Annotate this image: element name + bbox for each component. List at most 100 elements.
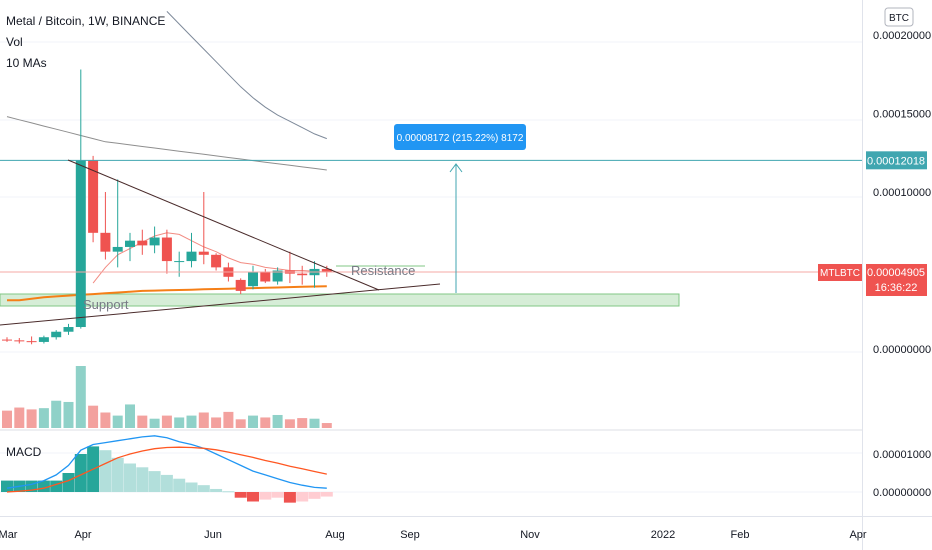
volume-bars bbox=[2, 366, 332, 428]
volume-bar bbox=[149, 418, 160, 428]
volume-bar bbox=[112, 415, 123, 428]
macd-histogram-bar bbox=[160, 474, 173, 492]
descending-trendline[interactable] bbox=[67, 159, 380, 291]
volume-bar bbox=[100, 412, 111, 428]
volume-bar bbox=[260, 417, 271, 428]
candle-body bbox=[26, 341, 37, 343]
candle-body bbox=[2, 339, 12, 341]
candle-body bbox=[88, 160, 99, 233]
volume-bar bbox=[186, 415, 197, 428]
ma-long-a-line bbox=[6, 116, 327, 171]
candle-body bbox=[297, 273, 308, 276]
time-tick-label: Mar bbox=[0, 529, 18, 541]
symbol-title[interactable]: Metal / Bitcoin, 1W, BINANCE bbox=[6, 14, 165, 28]
macd-histogram-bar bbox=[62, 473, 75, 492]
time-tick-label: Jun bbox=[204, 529, 222, 541]
volume-bar bbox=[137, 415, 148, 428]
target-price-label: 0.00012018 bbox=[867, 155, 925, 167]
current-price-tag[interactable] bbox=[866, 263, 927, 296]
candle-body bbox=[112, 246, 123, 252]
measure-arrowhead bbox=[449, 163, 463, 173]
resistance-label: Resistance bbox=[351, 263, 415, 278]
candle-body bbox=[161, 237, 172, 262]
support-zone[interactable] bbox=[0, 293, 680, 307]
time-tick-label: Feb bbox=[731, 529, 750, 541]
macd-histogram-bar bbox=[222, 491, 235, 493]
zones bbox=[0, 265, 680, 307]
drawings[interactable]: 0.00008172 (215.22%) 8172 Resistance Suppo… bbox=[0, 124, 862, 326]
macd-histogram-bar bbox=[124, 463, 136, 492]
volume-bar bbox=[272, 414, 283, 428]
candle-body bbox=[235, 279, 246, 291]
macd-histogram-bar bbox=[1, 480, 13, 492]
macd-histogram-bar bbox=[296, 492, 309, 502]
time-tick-label: Aug bbox=[325, 529, 345, 541]
vol-legend[interactable]: Vol bbox=[6, 35, 23, 49]
macd-legend[interactable]: MACD bbox=[6, 445, 42, 459]
volume-bar bbox=[284, 419, 295, 428]
ticker-tag[interactable] bbox=[818, 263, 862, 281]
ma-fast-line bbox=[92, 232, 327, 284]
measure-box[interactable] bbox=[394, 124, 526, 150]
measure-label: 0.00008172 (215.22%) 8172 bbox=[397, 133, 524, 144]
macd-histogram-bar bbox=[148, 471, 161, 492]
macd-tick-label: 0.00000000 bbox=[873, 487, 931, 499]
volume-bar bbox=[88, 405, 99, 428]
macd-histogram-bar bbox=[50, 480, 63, 492]
price-tick-label: 0.00010000 bbox=[873, 187, 931, 199]
signal-line bbox=[6, 446, 327, 493]
volume-bar bbox=[211, 417, 222, 428]
macd-histogram-bar bbox=[210, 488, 223, 492]
time-tick-label: Apr bbox=[849, 529, 866, 541]
target-price-tag[interactable] bbox=[866, 151, 927, 170]
macd-histogram-bar bbox=[25, 480, 38, 492]
volume-bar bbox=[235, 419, 246, 428]
candle-body bbox=[38, 337, 49, 342]
candle-body bbox=[137, 240, 148, 246]
support-label: Support bbox=[83, 297, 129, 312]
volume-bar bbox=[321, 423, 332, 428]
candle-body bbox=[248, 272, 258, 287]
candle-body bbox=[174, 261, 185, 263]
volume-bar bbox=[174, 417, 185, 428]
volume-bar bbox=[297, 418, 308, 428]
time-tick-label: Apr bbox=[74, 529, 91, 541]
macd-histogram-bar bbox=[37, 480, 50, 492]
volume-bar bbox=[63, 401, 74, 428]
macd-histogram-bar bbox=[320, 492, 333, 497]
candle-body bbox=[260, 272, 271, 282]
volume-bar bbox=[51, 400, 62, 428]
ma-slow-line bbox=[7, 285, 327, 302]
macd-histogram-bar bbox=[259, 492, 272, 500]
time-tick-label: Nov bbox=[520, 529, 540, 541]
macd-histogram-bar bbox=[111, 457, 124, 492]
macd-line bbox=[6, 435, 327, 489]
candle-body bbox=[125, 240, 135, 247]
candle-body bbox=[149, 237, 160, 246]
ticker-label: MTLBTC bbox=[820, 268, 860, 279]
candle-body bbox=[75, 160, 86, 328]
price-tick-label: 0.00000000 bbox=[873, 344, 931, 356]
volume-bar bbox=[309, 418, 320, 428]
volume-bar bbox=[2, 410, 12, 428]
time-tick-label: Sep bbox=[400, 529, 420, 541]
candle-body bbox=[100, 232, 111, 252]
volume-bar bbox=[14, 407, 25, 428]
macd-pane bbox=[1, 435, 333, 503]
countdown-label: 16:36:22 bbox=[875, 282, 918, 294]
macd-histogram-bar bbox=[247, 492, 259, 502]
current-price-label: 0.00004905 bbox=[867, 267, 925, 279]
macd-histogram-bar bbox=[283, 492, 296, 503]
ma-legend[interactable]: 10 MAs bbox=[6, 56, 47, 70]
ma-long-b-line bbox=[166, 11, 327, 140]
ascending-trendline[interactable] bbox=[0, 283, 441, 326]
currency-badge[interactable] bbox=[884, 7, 914, 27]
time-tick-label: 2022 bbox=[651, 529, 675, 541]
moving-averages bbox=[6, 11, 327, 302]
macd-histogram-bar bbox=[308, 492, 321, 499]
macd-histogram-bar bbox=[271, 492, 284, 498]
candle-body bbox=[63, 327, 74, 332]
volume-bar bbox=[38, 408, 49, 428]
macd-histogram-bar bbox=[173, 478, 186, 492]
